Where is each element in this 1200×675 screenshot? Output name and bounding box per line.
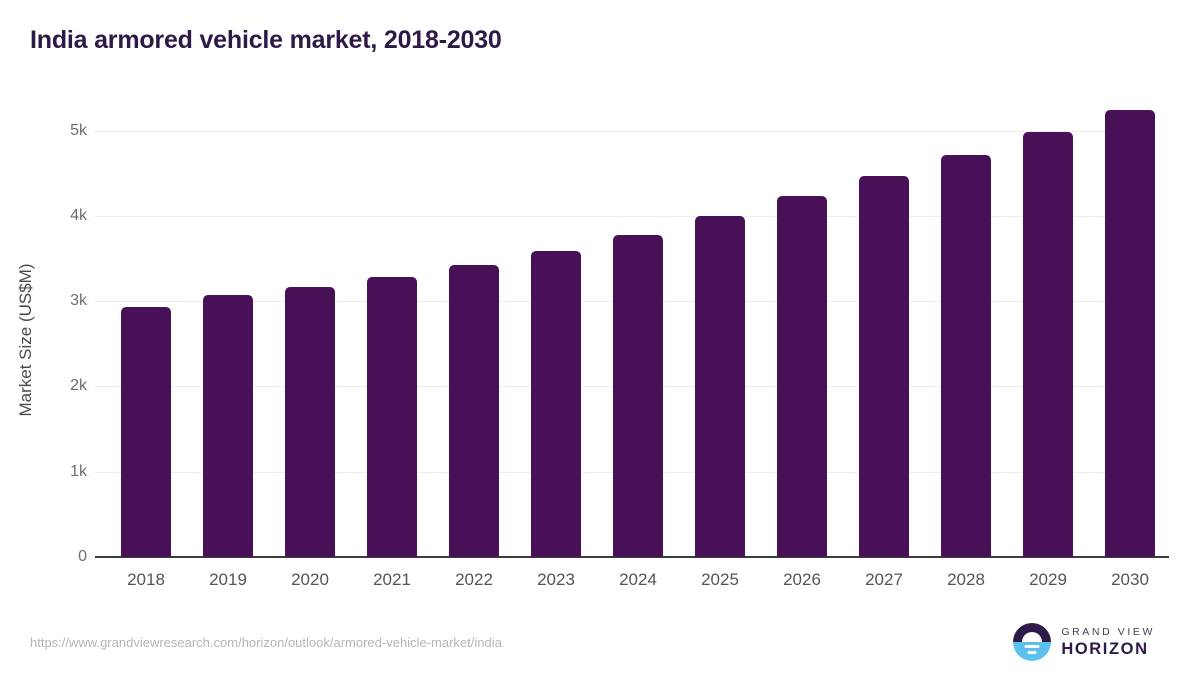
y-tick-label-0: 0 (78, 548, 87, 565)
logo-reflection-line (1027, 651, 1037, 654)
chart-title: India armored vehicle market, 2018-2030 (30, 26, 502, 54)
y-tick-label-3k: 3k (70, 292, 87, 310)
logo-sun-shape (1022, 632, 1043, 642)
logo-brand-name: GRAND VIEW (1061, 625, 1155, 638)
bar-2019 (203, 295, 253, 557)
bar-2022 (449, 264, 499, 557)
bar-2030 (1105, 110, 1155, 557)
bar-2023 (531, 250, 581, 557)
y-tick-label-5k: 5k (70, 121, 87, 139)
horizon-logo-icon (1013, 623, 1052, 661)
x-tick-label-2030: 2030 (1111, 570, 1149, 589)
x-tick-label-2021: 2021 (373, 570, 411, 589)
x-tick-label-2027: 2027 (865, 570, 903, 589)
x-tick-label-2022: 2022 (455, 570, 493, 589)
bar-2028 (941, 154, 991, 557)
plot-area: 0 1k 2k 3k 4k 5k 2018 2019 2020 2021 2022 2023 2024 2… (70, 88, 1169, 589)
logo-reflection-line (1024, 645, 1040, 648)
bar-2025 (695, 215, 745, 557)
gridline-4k (95, 215, 1155, 217)
bar-2027 (859, 175, 909, 557)
x-axis-line (95, 556, 1169, 558)
y-tick-label-1k: 1k (70, 462, 87, 480)
x-tick-label-2020: 2020 (291, 570, 329, 589)
bar-2029 (1023, 131, 1073, 557)
footer: https://www.grandviewresearch.com/horizo… (0, 613, 1200, 675)
x-tick-label-2029: 2029 (1029, 570, 1067, 589)
bar-2018 (121, 306, 171, 557)
y-tick-label-4k: 4k (70, 206, 87, 224)
x-tick-label-2028: 2028 (947, 570, 985, 589)
x-tick-label-2019: 2019 (209, 570, 247, 589)
bar-2026 (777, 196, 827, 557)
x-tick-label-2025: 2025 (701, 570, 739, 589)
x-tick-label-2023: 2023 (537, 570, 575, 589)
bar-2021 (367, 276, 417, 557)
y-tick-label-2k: 2k (70, 377, 87, 395)
logo-product-name: HORIZON (1061, 639, 1149, 658)
bar-2024 (613, 234, 663, 557)
source-url: https://www.grandviewresearch.com/horizo… (30, 635, 502, 650)
x-tick-label-2024: 2024 (619, 570, 657, 589)
logo-text: GRAND VIEW HORIZON (1061, 626, 1155, 659)
gridline-5k (95, 130, 1155, 132)
brand-logo: GRAND VIEW HORIZON (1013, 623, 1155, 661)
x-tick-label-2018: 2018 (127, 570, 165, 589)
y-axis-label: Market Size (US$M) (16, 263, 35, 417)
x-tick-label-2026: 2026 (783, 570, 821, 589)
bar-2020 (285, 287, 335, 557)
